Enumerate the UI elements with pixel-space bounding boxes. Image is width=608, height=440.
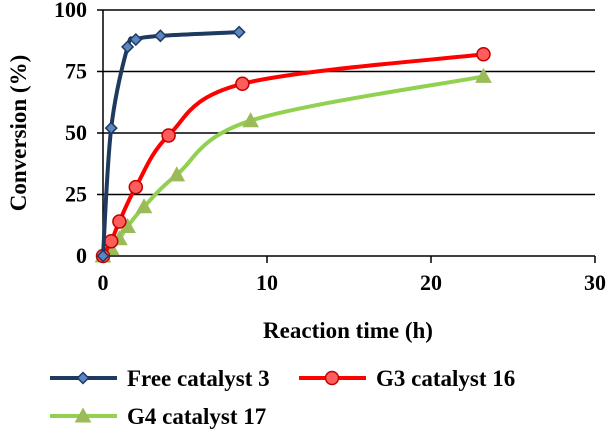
data-point <box>475 67 492 83</box>
data-point <box>235 76 250 92</box>
legend-entry: G4 catalyst 17 <box>50 404 266 429</box>
series-3 <box>94 67 492 263</box>
legend-label: G3 catalyst 16 <box>376 366 515 391</box>
data-point <box>128 179 144 195</box>
data-point <box>153 29 167 43</box>
x-tick-label: 20 <box>420 270 442 295</box>
series-group <box>94 25 492 264</box>
data-point <box>232 25 246 39</box>
data-point <box>96 249 110 263</box>
y-tick-labels: 0 25 50 75 100 <box>54 0 87 268</box>
series-2 <box>95 47 491 264</box>
y-tick-label: 50 <box>65 120 87 145</box>
data-point <box>112 214 127 229</box>
x-tick-labels: 0 10 20 30 <box>98 270 607 295</box>
legend-entry: Free catalyst 3 <box>50 366 270 391</box>
x-axis-label: Reaction time (h) <box>263 318 433 343</box>
series-1 <box>96 25 246 263</box>
data-point <box>476 47 491 62</box>
data-point <box>121 40 135 54</box>
legend-entry: G3 catalyst 16 <box>299 366 515 391</box>
data-point <box>129 32 143 47</box>
data-point <box>135 198 153 214</box>
legend-label: G4 catalyst 17 <box>127 404 266 429</box>
legend-marker <box>324 370 340 386</box>
x-tick-label: 10 <box>256 270 278 295</box>
legend-marker <box>76 371 90 385</box>
data-point <box>103 233 119 249</box>
data-point <box>161 128 176 143</box>
legend-marker <box>74 407 92 423</box>
series-line <box>101 74 484 258</box>
y-tick-label: 75 <box>65 59 87 84</box>
data-point <box>168 166 186 182</box>
legend-label: Free catalyst 3 <box>127 366 270 391</box>
data-point <box>242 112 259 128</box>
grid-lines <box>103 9 595 196</box>
data-point <box>104 121 118 135</box>
x-tick-label: 0 <box>98 270 109 295</box>
y-tick-label: 25 <box>65 182 87 207</box>
y-tick-label: 100 <box>54 0 87 22</box>
y-tick-label: 0 <box>76 243 87 268</box>
x-tick-label: 30 <box>584 270 606 295</box>
y-axis-label: Conversion (%) <box>6 55 31 212</box>
legend: Free catalyst 3 G3 catalyst 16 G4 catalyst… <box>50 366 515 429</box>
